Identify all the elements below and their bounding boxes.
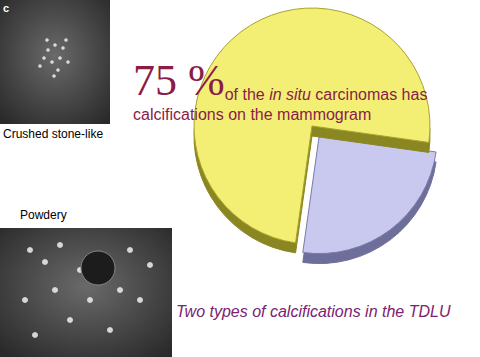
svg-text:of the: of the [225, 86, 269, 103]
svg-text:c: c [3, 2, 9, 14]
svg-text:Two types of calcifications in: Two types of calcifications in the TDLU [176, 303, 451, 320]
svg-text:calcifications on the mammogra: calcifications on the mammogram [133, 106, 371, 123]
svg-text:Crushed stone-like: Crushed stone-like [3, 127, 103, 141]
svg-text:carcinomas has: carcinomas has [311, 86, 428, 103]
svg-text:75 %: 75 % [133, 56, 225, 105]
svg-text:Powdery: Powdery [20, 208, 67, 222]
svg-text:in situ: in situ [269, 86, 311, 103]
